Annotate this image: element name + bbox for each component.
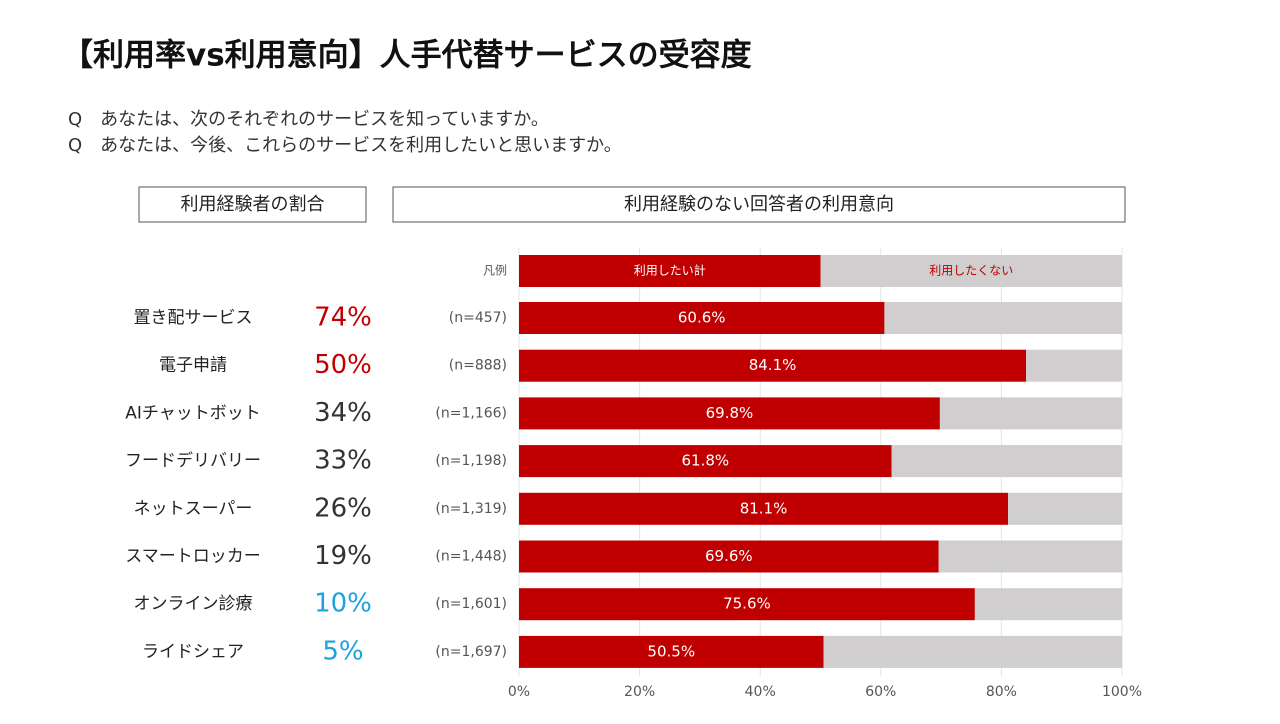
x-tick-label: 20% [624,684,655,700]
value-label: 61.8% [681,452,729,470]
bar-segment [519,445,892,478]
legend-title: 凡例 [483,264,507,278]
experience-rate: 74% [314,303,372,333]
bar-segment [519,302,885,334]
bar-segment [519,349,1027,382]
bar-segment [519,397,940,430]
question: Q あなたは、今後、これらのサービスを利用したいと思いますか。 [68,135,622,156]
bar-segment [938,540,1122,573]
sample-size: (n=888) [449,358,507,374]
sample-size: (n=1,448) [435,549,507,565]
value-label: 69.6% [705,547,753,565]
bar-segment [1026,349,1122,382]
service-name: スマートロッカー [125,547,261,567]
panel-header [138,186,367,223]
x-tick-label: 0% [508,684,530,700]
x-tick-label: 40% [745,684,776,700]
experience-rate: 50% [314,350,372,380]
service-name: フードデリバリー [125,450,261,471]
value-label: 84.1% [749,356,797,374]
legend-label: 利用したくない [929,264,1013,278]
service-name: ライドシェア [142,642,244,662]
experience-rate: 34% [314,398,372,428]
service-name: 置き配サービス [134,308,253,328]
legend-swatch [820,255,1122,287]
bar-segment [519,492,1009,525]
panel-header-text: 利用経験者の割合 [181,194,325,215]
sample-size: (n=1,166) [435,405,507,421]
sample-size: (n=1,198) [435,453,507,469]
x-tick-label: 80% [986,684,1017,700]
question: Q あなたは、次のそれぞれのサービスを知っていますか。 [68,109,549,130]
experience-rate: 5% [322,636,363,666]
sample-size: (n=457) [449,310,507,326]
legend-label: 利用したい計 [634,263,706,278]
sample-size: (n=1,319) [435,501,507,517]
experience-rate: 26% [314,493,372,523]
x-tick-label: 60% [865,684,896,700]
bar-segment [1008,492,1122,525]
bar-segment [939,397,1122,430]
bar-segment [519,540,939,573]
bar-segment [519,588,975,621]
bar-segment [884,302,1122,334]
service-name: AIチャットボット [125,403,260,423]
experience-rate: 33% [314,446,372,476]
experience-rate: 10% [314,589,372,619]
x-tick-label: 100% [1102,684,1142,700]
value-label: 69.8% [706,404,754,422]
bar-segment [519,635,824,668]
service-name: ネットスーパー [134,499,253,519]
value-label: 60.6% [678,309,726,327]
sample-size: (n=1,697) [435,644,507,660]
value-label: 50.5% [647,642,695,660]
slide-title: 【利用率vs利用意向】人手代替サービスの受容度 [62,38,752,74]
panel-header-text: 利用経験のない回答者の利用意向 [624,194,894,215]
service-name: オンライン診療 [134,594,253,614]
sample-size: (n=1,601) [435,596,507,612]
panel-header [392,186,1126,223]
experience-rate: 19% [314,541,372,571]
bar-segment [974,588,1122,621]
bar-segment [891,445,1122,478]
value-label: 75.6% [723,595,771,613]
value-label: 81.1% [740,499,788,517]
legend-swatch [519,255,821,287]
bar-segment [823,635,1122,668]
service-name: 電子申請 [159,356,227,376]
